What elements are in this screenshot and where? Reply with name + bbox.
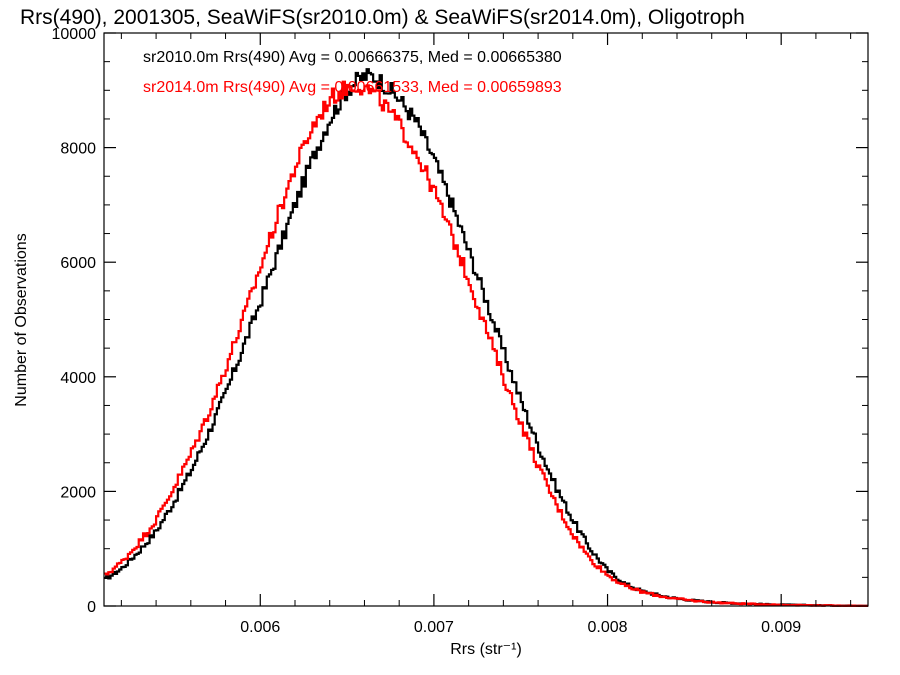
x-tick-label: 0.008: [588, 619, 628, 636]
y-tick-label: 6000: [60, 255, 96, 272]
x-axis-label: Rrs (str⁻¹): [450, 641, 522, 658]
y-tick-label: 2000: [60, 484, 96, 501]
y-tick-label: 0: [87, 599, 96, 616]
chart-title: Rrs(490), 2001305, SeaWiFS(sr2010.0m) & …: [20, 6, 745, 29]
y-tick-label: 8000: [60, 141, 96, 158]
x-tick-label: 0.009: [761, 619, 801, 636]
y-tick-label: 4000: [60, 370, 96, 387]
legend: sr2010.0m Rrs(490) Avg = 0.00666375, Med…: [143, 49, 562, 96]
y-axis-label: Number of Observations: [13, 233, 30, 406]
series-line-2: [104, 80, 868, 608]
y-tick-label: 10000: [52, 26, 97, 43]
legend-entry-1: sr2010.0m Rrs(490) Avg = 0.00666375, Med…: [143, 49, 562, 66]
x-tick-label: 0.007: [414, 619, 454, 636]
x-tick-label: 0.006: [240, 619, 280, 636]
axes: 0.006 0.007 0.008 0.009 0 2000 4000 6000 8000 100…: [52, 26, 869, 636]
plot-area: [104, 68, 868, 608]
legend-entry-2: sr2014.0m Rrs(490) Avg = 0.00661533, Med…: [143, 79, 562, 96]
